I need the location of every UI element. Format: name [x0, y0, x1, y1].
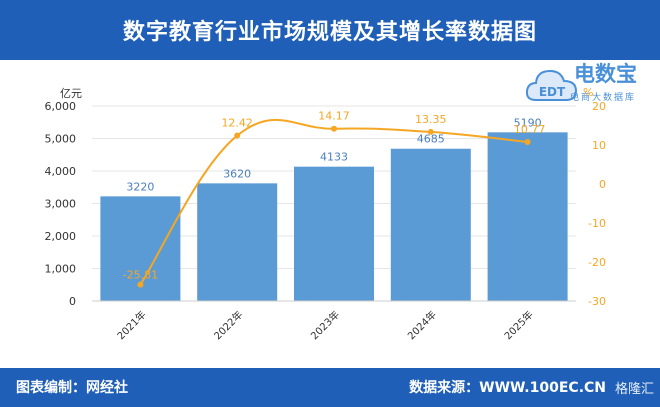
line-data-labels: -25.81 12.42 14.17 13.35 10.77 — [123, 110, 546, 282]
growth-line — [139, 118, 528, 286]
y-left-tick-label: 2,000 — [45, 230, 77, 243]
header-banner: 数字教育行业市场规模及其增长率数据图 — [0, 0, 660, 60]
logo: EDT 电数宝 电商大数据库 — [524, 58, 654, 112]
page-title: 数字教育行业市场规模及其增长率数据图 — [122, 20, 537, 45]
bar-value-label: 3220 — [126, 180, 154, 193]
line-point — [331, 125, 337, 132]
bar-series — [100, 132, 568, 301]
line-value-label: -25.81 — [123, 269, 158, 282]
y-right-tick-label: -30 — [588, 295, 606, 308]
y-right-tick-label: -10 — [588, 217, 606, 230]
y-left-tick-label: 0 — [69, 295, 76, 308]
x-tick-label: 2022年 — [211, 308, 245, 342]
y-right-tick-label: 10 — [592, 139, 606, 152]
line-point — [524, 138, 531, 145]
bar — [197, 183, 278, 301]
y-left-tick-label: 1,000 — [45, 263, 77, 276]
footer-watermark: 格隆汇 — [614, 382, 654, 397]
line-value-label: 10.77 — [514, 123, 546, 136]
bar-value-label: 3620 — [223, 167, 251, 180]
combo-chart: 亿元 % 0 1,000 2,000 3,000 4,000 5,000 6,000 -30… — [45, 86, 607, 342]
footer-banner: 图表编制：网经社 数据来源：WWW.100EC.CN 格隆汇 — [0, 368, 660, 407]
y-right-tick-label: 0 — [599, 178, 606, 191]
line-point — [137, 281, 144, 288]
footer-source: 数据来源：WWW.100EC.CN — [409, 380, 606, 396]
y-axis-left-label: 亿元 — [60, 87, 82, 100]
bar — [487, 132, 568, 301]
y-right-tick-label: -20 — [588, 256, 606, 269]
x-tick-label: 2021年 — [114, 308, 148, 342]
cloud-icon: EDT — [525, 69, 578, 101]
x-tick-label: 2023年 — [308, 308, 342, 342]
bar-value-label: 5190 — [514, 116, 542, 129]
bar-value-label: 4685 — [417, 133, 445, 146]
line-point — [234, 132, 241, 139]
bar-value-label: 4133 — [320, 151, 348, 164]
line-point — [427, 128, 434, 135]
bar-data-labels: 3220 3620 4133 4685 5190 — [126, 116, 541, 193]
line-value-label: 13.35 — [415, 113, 447, 126]
y-right-tick-label: 20 — [592, 100, 606, 113]
bar — [390, 148, 471, 301]
line-value-label: 14.17 — [318, 110, 350, 123]
line-value-label: 12.42 — [221, 117, 253, 130]
y-axis-left: 0 1,000 2,000 3,000 4,000 5,000 6,000 — [45, 100, 77, 308]
bar — [294, 166, 374, 301]
y-axis-right-label: % — [583, 86, 593, 99]
y-left-tick-label: 5,000 — [45, 133, 77, 146]
logo-subtitle: 电商大数据库 — [570, 93, 637, 103]
logo-mark: EDT — [539, 85, 566, 99]
line-series — [137, 118, 531, 288]
y-left-tick-label: 6,000 — [45, 100, 77, 113]
y-left-tick-label: 3,000 — [45, 198, 77, 211]
y-axis-right: -30 -20 -10 0 10 20 — [588, 100, 606, 308]
x-tick-label: 2024年 — [405, 308, 439, 342]
x-tick-label: 2025年 — [501, 308, 535, 342]
x-axis: 2021年 2022年 2023年 2024年 2025年 — [92, 300, 576, 342]
footer-compiler: 图表编制：网经社 — [16, 380, 128, 396]
y-left-tick-label: 4,000 — [45, 165, 77, 178]
logo-brand: 电数宝 — [574, 62, 637, 86]
